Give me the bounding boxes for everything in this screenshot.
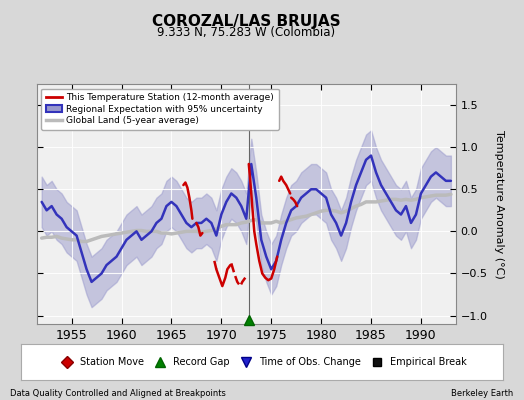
Legend: This Temperature Station (12-month average), Regional Expectation with 95% uncer: This Temperature Station (12-month avera…: [41, 88, 279, 130]
Text: 9.333 N, 75.283 W (Colombia): 9.333 N, 75.283 W (Colombia): [157, 26, 335, 39]
Text: Berkeley Earth: Berkeley Earth: [451, 389, 514, 398]
Y-axis label: Temperature Anomaly (°C): Temperature Anomaly (°C): [495, 130, 505, 278]
Text: COROZAL/LAS BRUJAS: COROZAL/LAS BRUJAS: [152, 14, 341, 29]
Legend: Station Move, Record Gap, Time of Obs. Change, Empirical Break: Station Move, Record Gap, Time of Obs. C…: [53, 353, 471, 371]
Text: Data Quality Controlled and Aligned at Breakpoints: Data Quality Controlled and Aligned at B…: [10, 389, 226, 398]
